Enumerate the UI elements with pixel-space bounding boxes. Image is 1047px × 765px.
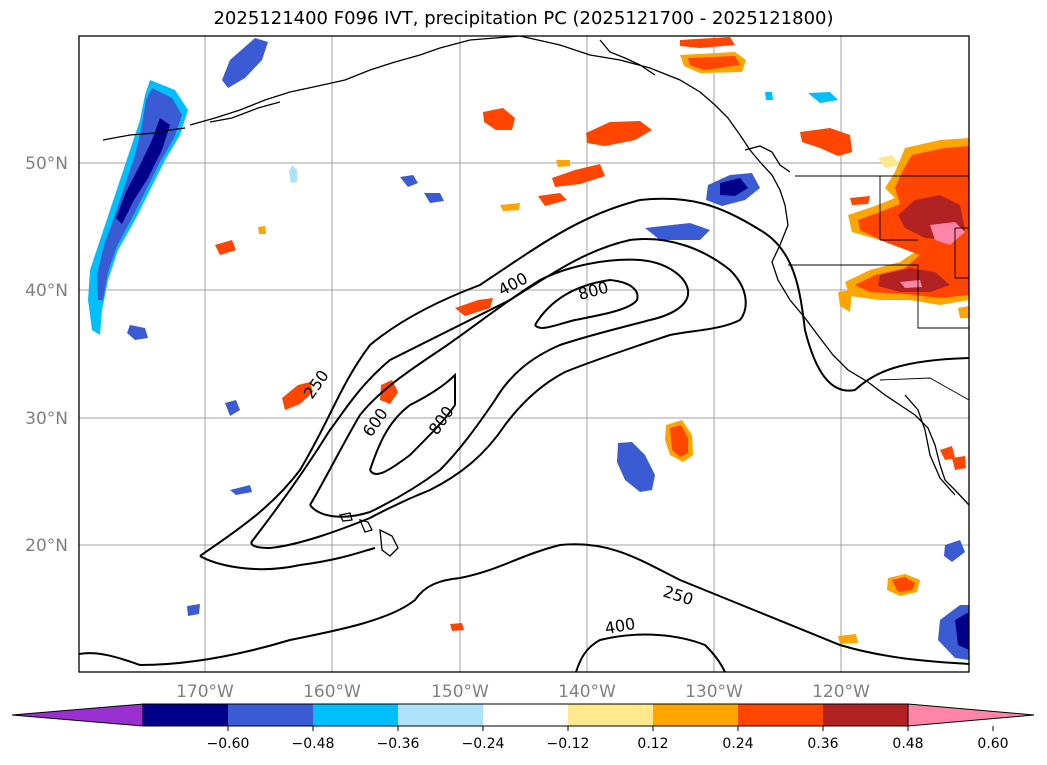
colorbar-tick-label: −0.24 — [462, 736, 505, 752]
map-frame — [78, 35, 970, 673]
map-gridlines — [79, 36, 969, 672]
colorbar-segment — [823, 704, 908, 726]
colorbar-tick-label: 0.12 — [637, 736, 668, 752]
colorbar-segment — [398, 704, 483, 726]
lon-label-150w: 150°W — [431, 682, 489, 702]
colorbar-tick-label: −0.60 — [207, 736, 250, 752]
ivt-contour-labels: 250 400 600 800 800 250 400 — [300, 268, 696, 638]
map-area: 250 400 600 800 800 250 400 — [79, 36, 969, 672]
colorbar-segment — [228, 704, 313, 726]
colorbar: −0.60 −0.48 −0.36 −0.24 −0.12 0.12 0.24 0.36 0.4… — [11, 703, 1035, 752]
colorbar-tick-label: 0.24 — [722, 736, 753, 752]
lon-label-130w: 130°W — [685, 682, 743, 702]
longitude-labels: 170°W 160°W 150°W 140°W 130°W 120°W — [176, 682, 870, 702]
lon-label-120w: 120°W — [812, 682, 870, 702]
colorbar-tick-label: −0.48 — [292, 736, 335, 752]
colorbar-tick-label: 0.36 — [807, 736, 838, 752]
lon-label-160w: 160°W — [303, 682, 361, 702]
colorbar-tick-label: 0.60 — [977, 736, 1008, 752]
state-borders — [788, 175, 969, 401]
colorbar-segment — [313, 704, 398, 726]
colorbar-tick-label: −0.12 — [547, 736, 590, 752]
lat-label-50n: 50°N — [25, 154, 68, 174]
lon-label-140w: 140°W — [558, 682, 616, 702]
lat-label-20n: 20°N — [25, 536, 68, 556]
colorbar-segment — [653, 704, 738, 726]
map-title: 2025121400 F096 IVT, precipitation PC (2… — [213, 8, 834, 29]
latitude-labels: 50°N 40°N 30°N 20°N — [25, 154, 68, 556]
negative-precip-patches — [88, 38, 969, 660]
colorbar-segment — [738, 704, 823, 726]
colorbar-extend-low — [11, 703, 144, 727]
colorbar-frame — [142, 703, 909, 727]
coastlines — [102, 36, 969, 557]
colorbar-extend-high — [907, 703, 1035, 727]
lon-label-170w: 170°W — [176, 682, 234, 702]
colorbar-segment — [143, 704, 228, 726]
colorbar-segment — [483, 704, 568, 726]
ivt-contours — [79, 197, 969, 672]
colorbar-tick-label: 0.48 — [892, 736, 923, 752]
lat-label-30n: 30°N — [25, 409, 68, 429]
colorbar-segment — [568, 704, 653, 726]
colorbar-tick-label: −0.36 — [377, 736, 420, 752]
positive-precip-patches — [215, 37, 969, 644]
lat-label-40n: 40°N — [25, 281, 68, 301]
